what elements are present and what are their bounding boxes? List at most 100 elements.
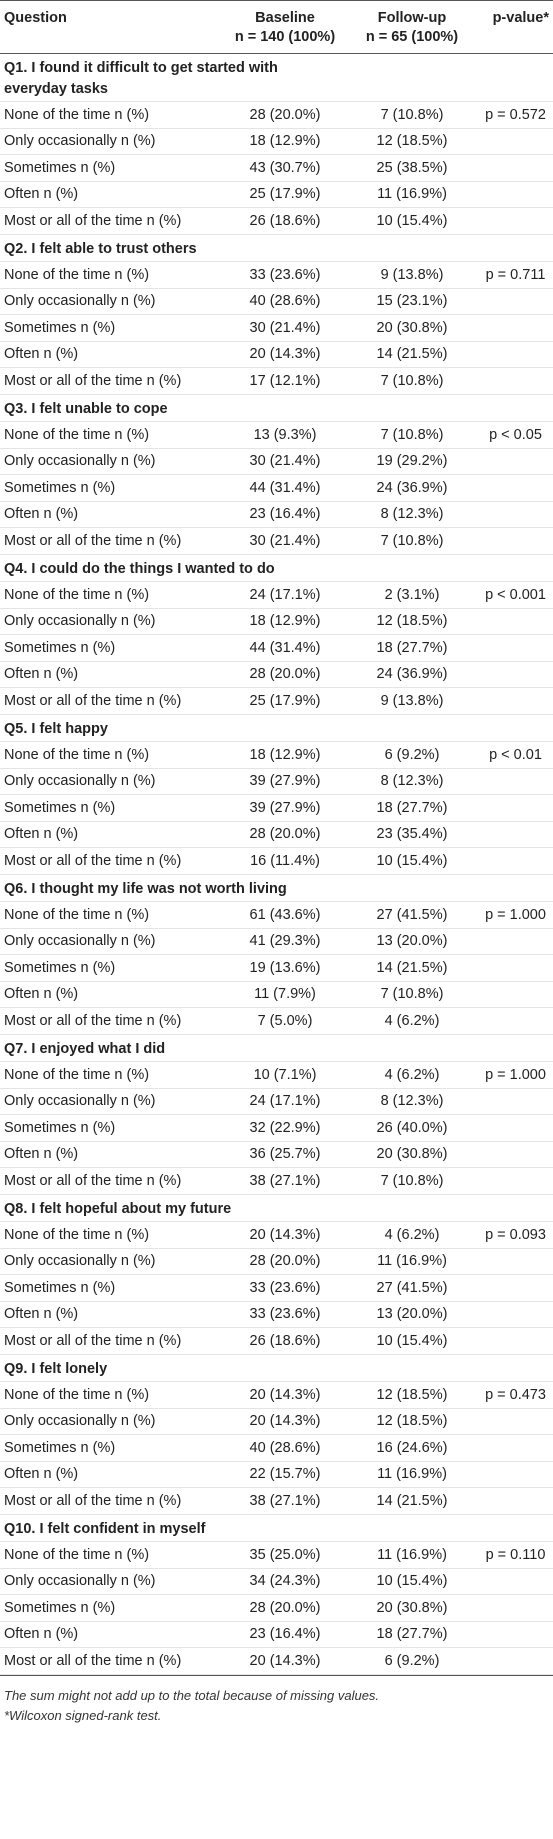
- data-row: Most or all of the time n (%) 30 (21.4%) 7…: [0, 527, 553, 555]
- baseline-value: 24 (17.1%): [222, 1088, 346, 1115]
- followup-value: 27 (41.5%): [346, 1274, 476, 1302]
- baseline-value: 18 (12.9%): [222, 128, 346, 155]
- empty-cell: [476, 1408, 553, 1435]
- header-cell: Follow-up n = 65 (100%): [346, 0, 476, 54]
- data-row: Most or all of the time n (%) 7 (5.0%) 4 (…: [0, 1007, 553, 1035]
- empty-cell: [476, 1274, 553, 1302]
- question-row: Q4. I could do the things I wanted to do: [0, 554, 553, 582]
- question-text: Q1. I found it difficult to get started …: [0, 53, 476, 102]
- row-label: Most or all of the time n (%): [0, 1327, 222, 1355]
- empty-cell: [476, 1594, 553, 1622]
- followup-value: 12 (18.5%): [346, 608, 476, 635]
- row-label: None of the time n (%): [0, 421, 222, 449]
- data-row: None of the time n (%) 10 (7.1%) 4 (6.2%) p…: [0, 1061, 553, 1089]
- baseline-value: 39 (27.9%): [222, 794, 346, 822]
- row-label: Only occasionally n (%): [0, 1088, 222, 1115]
- row-label: Sometimes n (%): [0, 1434, 222, 1462]
- followup-value: 7 (10.8%): [346, 101, 476, 129]
- data-row: Sometimes n (%) 33 (23.6%) 27 (41.5%): [0, 1274, 553, 1302]
- row-label: Sometimes n (%): [0, 794, 222, 822]
- p-value: p < 0.01: [476, 741, 553, 769]
- data-row: Only occasionally n (%) 34 (24.3%) 10 (15.…: [0, 1568, 553, 1595]
- empty-cell: [476, 687, 553, 715]
- header-cell: Baseline n = 140 (100%): [222, 0, 346, 54]
- empty-cell: [476, 1141, 553, 1168]
- row-label: None of the time n (%): [0, 581, 222, 609]
- empty-cell: [476, 128, 553, 155]
- followup-value: 14 (21.5%): [346, 954, 476, 982]
- baseline-value: 7 (5.0%): [222, 1007, 346, 1035]
- question-row: Q10. I felt confident in myself: [0, 1514, 553, 1542]
- data-row: Sometimes n (%) 28 (20.0%) 20 (30.8%): [0, 1594, 553, 1622]
- followup-value: 12 (18.5%): [346, 128, 476, 155]
- followup-value: 7 (10.8%): [346, 1167, 476, 1195]
- baseline-value: 11 (7.9%): [222, 981, 346, 1008]
- p-value: p = 1.000: [476, 1061, 553, 1089]
- followup-value: 7 (10.8%): [346, 981, 476, 1008]
- data-row: Most or all of the time n (%) 38 (27.1%) 1…: [0, 1487, 553, 1515]
- row-label: None of the time n (%): [0, 1541, 222, 1569]
- followup-value: 12 (18.5%): [346, 1408, 476, 1435]
- empty-cell: [476, 1034, 553, 1062]
- empty-cell: [476, 794, 553, 822]
- row-label: None of the time n (%): [0, 1381, 222, 1409]
- empty-cell: [476, 314, 553, 342]
- empty-cell: [476, 928, 553, 955]
- empty-cell: [476, 1248, 553, 1275]
- header-text: n = 140 (100%): [234, 29, 336, 45]
- row-label: Often n (%): [0, 1461, 222, 1488]
- data-row: None of the time n (%) 35 (25.0%) 11 (16.9…: [0, 1541, 553, 1569]
- row-label: Most or all of the time n (%): [0, 1487, 222, 1515]
- row-label: Only occasionally n (%): [0, 928, 222, 955]
- row-label: None of the time n (%): [0, 1061, 222, 1089]
- footnote: *Wilcoxon signed-rank test.: [4, 1707, 162, 1723]
- baseline-value: 18 (12.9%): [222, 741, 346, 769]
- followup-value: 7 (10.8%): [346, 527, 476, 555]
- row-label: Most or all of the time n (%): [0, 527, 222, 555]
- question-text: Q7. I enjoyed what I did: [0, 1034, 476, 1062]
- baseline-value: 34 (24.3%): [222, 1568, 346, 1595]
- baseline-value: 20 (14.3%): [222, 341, 346, 368]
- data-row: Often n (%) 36 (25.7%) 20 (30.8%): [0, 1141, 553, 1168]
- p-value: p = 1.000: [476, 901, 553, 929]
- empty-cell: [476, 1647, 553, 1675]
- data-row: Only occasionally n (%) 20 (14.3%) 12 (18.…: [0, 1408, 553, 1435]
- empty-cell: [476, 53, 553, 102]
- row-label: None of the time n (%): [0, 261, 222, 289]
- empty-cell: [476, 1354, 553, 1382]
- empty-cell: [476, 874, 553, 902]
- baseline-value: 33 (23.6%): [222, 1274, 346, 1302]
- followup-value: 26 (40.0%): [346, 1114, 476, 1142]
- row-label: Often n (%): [0, 661, 222, 688]
- baseline-value: 20 (14.3%): [222, 1647, 346, 1675]
- followup-value: 12 (18.5%): [346, 1381, 476, 1409]
- p-value: p < 0.001: [476, 581, 553, 609]
- baseline-value: 26 (18.6%): [222, 1327, 346, 1355]
- baseline-value: 41 (29.3%): [222, 928, 346, 955]
- baseline-value: 26 (18.6%): [222, 207, 346, 235]
- question-row: Q2. I felt able to trust others: [0, 234, 553, 262]
- row-label: Most or all of the time n (%): [0, 1167, 222, 1195]
- p-value: p < 0.05: [476, 421, 553, 449]
- baseline-value: 39 (27.9%): [222, 768, 346, 795]
- question-row: Q5. I felt happy: [0, 714, 553, 742]
- data-row: Often n (%) 11 (7.9%) 7 (10.8%): [0, 981, 553, 1008]
- baseline-value: 28 (20.0%): [222, 101, 346, 129]
- baseline-value: 28 (20.0%): [222, 1248, 346, 1275]
- question-row: Q3. I felt unable to cope: [0, 394, 553, 422]
- followup-value: 11 (16.9%): [346, 1541, 476, 1569]
- followup-value: 13 (20.0%): [346, 928, 476, 955]
- row-label: Sometimes n (%): [0, 954, 222, 982]
- row-label: Only occasionally n (%): [0, 128, 222, 155]
- followup-value: 8 (12.3%): [346, 1088, 476, 1115]
- followup-value: 9 (13.8%): [346, 261, 476, 289]
- data-row: Only occasionally n (%) 41 (29.3%) 13 (20.…: [0, 928, 553, 955]
- baseline-value: 17 (12.1%): [222, 367, 346, 395]
- data-row: Only occasionally n (%) 24 (17.1%) 8 (12.3…: [0, 1088, 553, 1115]
- followup-value: 16 (24.6%): [346, 1434, 476, 1462]
- data-row: Only occasionally n (%) 28 (20.0%) 11 (16.…: [0, 1248, 553, 1275]
- row-label: Often n (%): [0, 821, 222, 848]
- data-row: Only occasionally n (%) 40 (28.6%) 15 (23.…: [0, 288, 553, 315]
- baseline-value: 44 (31.4%): [222, 474, 346, 502]
- row-label: Only occasionally n (%): [0, 448, 222, 475]
